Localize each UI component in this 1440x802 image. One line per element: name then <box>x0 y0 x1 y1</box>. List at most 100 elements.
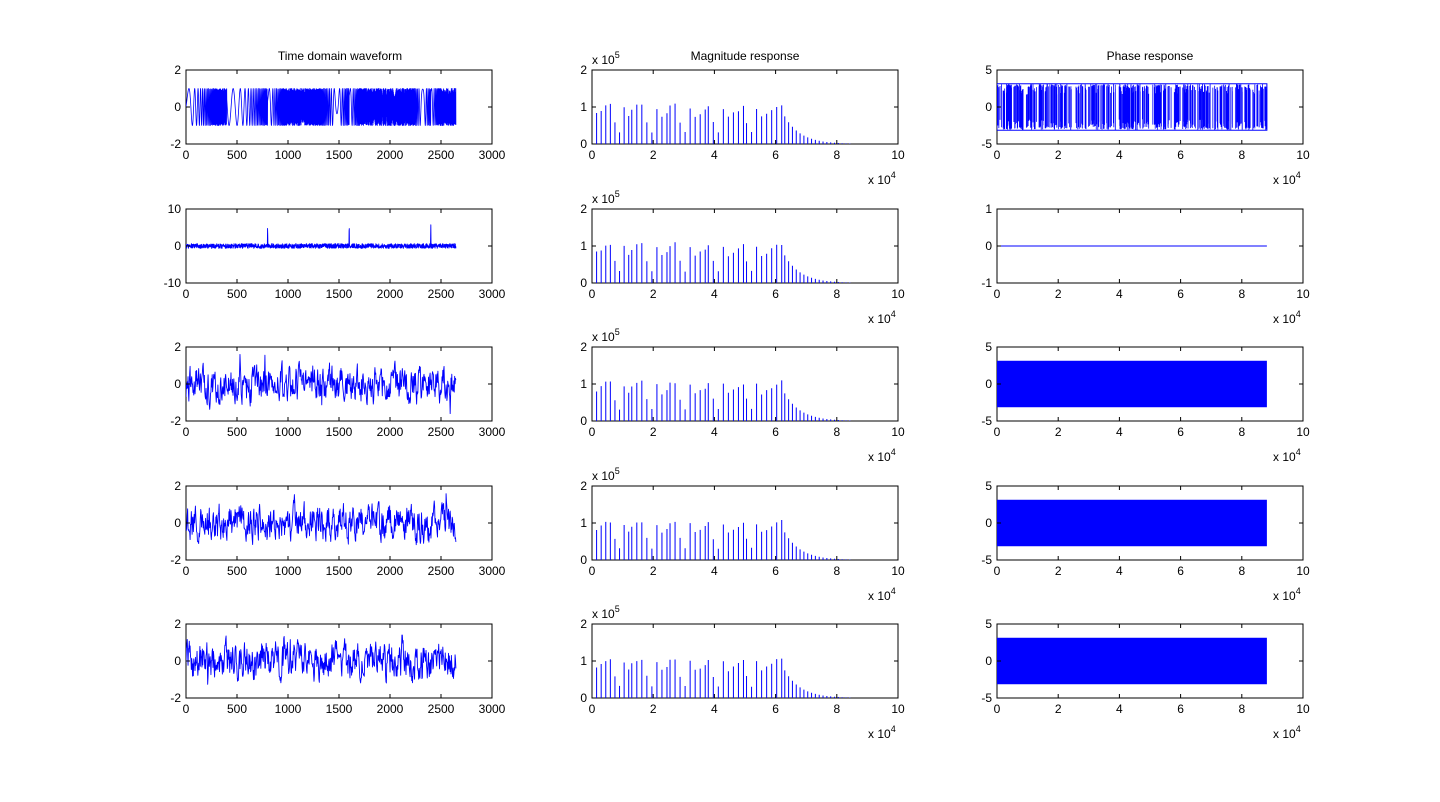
plot-area <box>596 242 851 283</box>
y-tick-label: -2 <box>170 553 181 567</box>
y-tick-label: 0 <box>580 414 587 428</box>
y-tick-label: 5 <box>985 617 992 631</box>
y-tick-label: -1 <box>981 276 992 290</box>
y-tick-label: 2 <box>580 617 587 631</box>
x-tick-label: 3000 <box>479 425 506 439</box>
x-tick-label: 0 <box>589 148 596 162</box>
x-tick-label: 4 <box>1116 564 1123 578</box>
plot-area <box>596 103 851 144</box>
x-tick-label: 0 <box>994 425 1001 439</box>
x-tick-label: 0 <box>994 148 1001 162</box>
y-tick-label: 2 <box>174 340 181 354</box>
y-tick-label: 0 <box>174 516 181 530</box>
column-title-magnitude: Magnitude response <box>691 49 800 63</box>
magnitude-spikes <box>596 658 851 698</box>
x-exponent-label: x 104 <box>868 586 896 603</box>
x-tick-label: 0 <box>994 564 1001 578</box>
x-tick-label: 1500 <box>326 702 353 716</box>
x-tick-label: 4 <box>711 148 718 162</box>
x-tick-label: 8 <box>1238 287 1245 301</box>
y-exponent-label: x 105 <box>592 466 620 483</box>
x-tick-label: 1000 <box>275 148 302 162</box>
plot-area <box>997 637 1267 685</box>
x-tick-label: 8 <box>833 148 840 162</box>
x-tick-label: 4 <box>1116 148 1123 162</box>
column-title-time: Time domain waveform <box>278 49 402 63</box>
x-exponent-label: x 104 <box>1273 724 1301 741</box>
x-tick-label: 0 <box>589 287 596 301</box>
x-tick-label: 4 <box>711 425 718 439</box>
subplot-r2-c0: 0 500 1000 1500 2000 2500 3000-202 <box>170 340 505 439</box>
x-exponent-label: x 104 <box>1273 586 1301 603</box>
x-tick-label: 6 <box>772 702 779 716</box>
x-tick-label: 3000 <box>479 564 506 578</box>
x-tick-label: 8 <box>833 564 840 578</box>
y-tick-label: 0 <box>985 239 992 253</box>
y-tick-label: 2 <box>580 479 587 493</box>
x-tick-label: 4 <box>1116 425 1123 439</box>
y-tick-label: 0 <box>580 276 587 290</box>
x-tick-label: 0 <box>994 287 1001 301</box>
x-tick-label: 1000 <box>275 287 302 301</box>
x-tick-label: 1500 <box>326 564 353 578</box>
x-tick-label: 6 <box>1177 425 1184 439</box>
x-tick-label: 3000 <box>479 148 506 162</box>
x-tick-label: 10 <box>1296 564 1310 578</box>
x-tick-label: 500 <box>227 425 247 439</box>
y-tick-label: 5 <box>985 340 992 354</box>
y-tick-label: 0 <box>985 654 992 668</box>
subplot-r2-c1: 0 2 4 6 8 10 0 1 2 x 104 x 105 <box>580 327 905 464</box>
x-tick-label: 10 <box>1296 425 1310 439</box>
x-tick-label: 8 <box>833 425 840 439</box>
y-tick-label: 0 <box>580 137 587 151</box>
x-tick-label: 0 <box>183 564 190 578</box>
subplot-r4-c1: 0 2 4 6 8 10 0 1 2 x 104 x 105 <box>580 604 905 741</box>
y-tick-label: -2 <box>170 137 181 151</box>
x-tick-label: 10 <box>891 702 905 716</box>
x-tick-label: 0 <box>589 425 596 439</box>
x-tick-label: 6 <box>1177 287 1184 301</box>
x-tick-label: 2 <box>1055 287 1062 301</box>
x-tick-label: 1000 <box>275 425 302 439</box>
y-tick-label: 5 <box>985 63 992 77</box>
x-tick-label: 6 <box>772 564 779 578</box>
x-tick-label: 10 <box>1296 148 1310 162</box>
waveform-trace <box>186 634 457 685</box>
x-tick-label: 500 <box>227 564 247 578</box>
x-tick-label: 2000 <box>377 564 404 578</box>
phase-fill <box>997 360 1267 408</box>
x-tick-label: 10 <box>891 564 905 578</box>
x-tick-label: 10 <box>891 148 905 162</box>
x-tick-label: 2000 <box>377 148 404 162</box>
x-tick-label: 6 <box>1177 148 1184 162</box>
x-tick-label: 1000 <box>275 702 302 716</box>
magnitude-spikes <box>596 242 851 283</box>
x-tick-label: 6 <box>772 425 779 439</box>
phase-trace <box>997 83 1268 131</box>
axes-box <box>591 346 899 422</box>
plot-area <box>997 499 1267 547</box>
y-tick-label: 0 <box>174 654 181 668</box>
waveform-trace <box>186 224 457 249</box>
x-tick-label: 500 <box>227 148 247 162</box>
x-tick-label: 10 <box>1296 287 1310 301</box>
y-tick-label: 2 <box>580 202 587 216</box>
axes-box <box>591 69 899 145</box>
y-exponent-label: x 105 <box>592 50 620 67</box>
x-tick-label: 0 <box>589 564 596 578</box>
x-tick-label: 10 <box>891 425 905 439</box>
y-tick-label: 2 <box>174 617 181 631</box>
y-tick-label: 2 <box>174 63 181 77</box>
x-tick-label: 2 <box>1055 564 1062 578</box>
subplot-r3-c0: 0 500 1000 1500 2000 2500 3000-202 <box>170 479 505 578</box>
waveform-trace <box>186 88 457 126</box>
y-tick-label: 10 <box>168 202 182 216</box>
x-tick-label: 2 <box>650 425 657 439</box>
x-tick-label: 2000 <box>377 425 404 439</box>
x-tick-label: 6 <box>772 148 779 162</box>
x-exponent-label: x 104 <box>868 170 896 187</box>
x-tick-label: 8 <box>833 702 840 716</box>
